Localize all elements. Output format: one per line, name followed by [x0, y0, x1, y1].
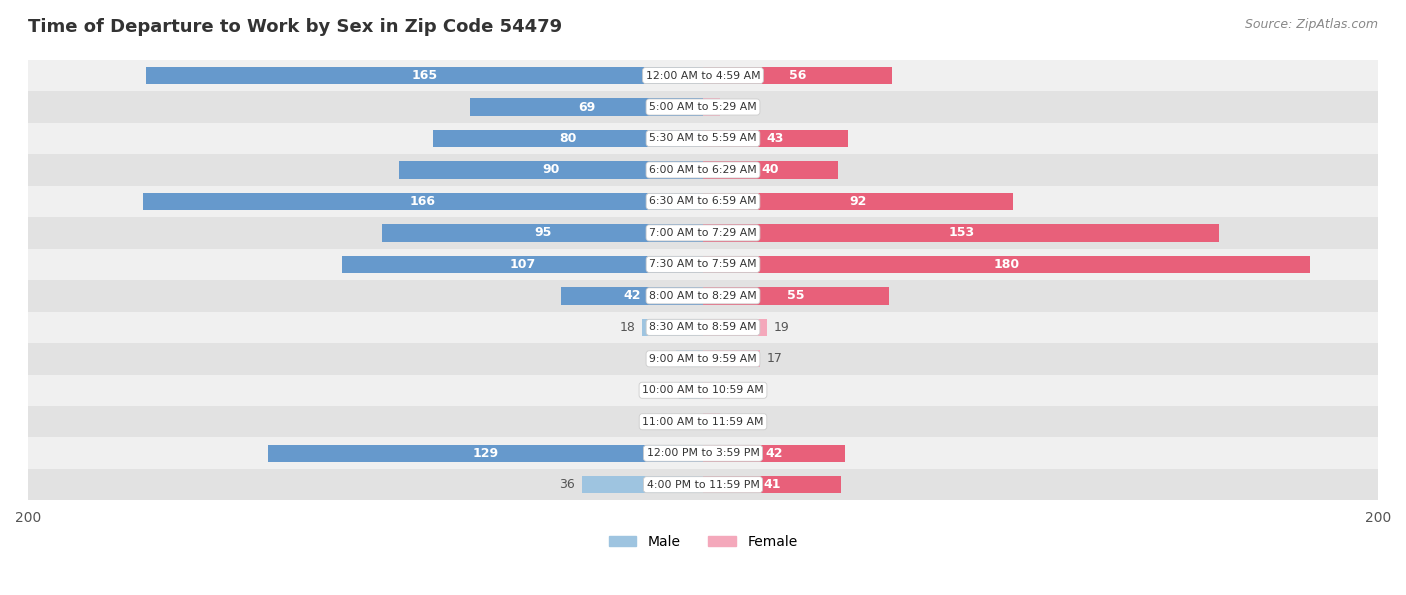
Bar: [703, 319, 768, 336]
Text: 107: 107: [509, 258, 536, 271]
Bar: [703, 350, 761, 368]
Bar: [703, 224, 1219, 242]
Text: Time of Departure to Work by Sex in Zip Code 54479: Time of Departure to Work by Sex in Zip …: [28, 18, 562, 36]
Bar: [28, 154, 1378, 186]
Text: 42: 42: [765, 447, 783, 460]
Text: 9:00 AM to 9:59 AM: 9:00 AM to 9:59 AM: [650, 354, 756, 364]
Legend: Male, Female: Male, Female: [603, 530, 803, 555]
Bar: [703, 476, 841, 493]
Bar: [433, 130, 703, 147]
Text: 5: 5: [727, 101, 734, 114]
Bar: [470, 98, 703, 115]
Bar: [143, 193, 703, 210]
Bar: [28, 123, 1378, 154]
Bar: [399, 161, 703, 178]
Text: 166: 166: [411, 195, 436, 208]
Bar: [703, 67, 891, 84]
Bar: [703, 161, 838, 178]
Bar: [703, 98, 720, 115]
Bar: [643, 319, 703, 336]
Text: 80: 80: [560, 132, 576, 145]
Text: 0: 0: [689, 415, 696, 428]
Bar: [28, 469, 1378, 500]
Bar: [703, 444, 845, 462]
Bar: [342, 256, 703, 273]
Bar: [28, 186, 1378, 217]
Bar: [28, 312, 1378, 343]
Text: 4:00 PM to 11:59 PM: 4:00 PM to 11:59 PM: [647, 480, 759, 490]
Text: 7:00 AM to 7:29 AM: 7:00 AM to 7:29 AM: [650, 228, 756, 238]
Text: 165: 165: [412, 69, 437, 82]
Bar: [28, 406, 1378, 437]
Bar: [703, 381, 710, 399]
Text: 8:00 AM to 8:29 AM: 8:00 AM to 8:29 AM: [650, 291, 756, 301]
Text: 5: 5: [727, 415, 734, 428]
Bar: [28, 91, 1378, 123]
Bar: [28, 280, 1378, 312]
Bar: [382, 224, 703, 242]
Bar: [561, 287, 703, 305]
Bar: [703, 413, 720, 430]
Bar: [28, 60, 1378, 91]
Text: 43: 43: [766, 132, 785, 145]
Text: 19: 19: [773, 321, 790, 334]
Text: 90: 90: [543, 164, 560, 177]
Text: 10:00 AM to 10:59 AM: 10:00 AM to 10:59 AM: [643, 386, 763, 395]
Text: 11:00 AM to 11:59 AM: 11:00 AM to 11:59 AM: [643, 416, 763, 427]
Bar: [703, 256, 1310, 273]
Text: 95: 95: [534, 227, 551, 239]
Text: 18: 18: [620, 321, 636, 334]
Text: 180: 180: [994, 258, 1019, 271]
Text: 40: 40: [762, 164, 779, 177]
Bar: [146, 67, 703, 84]
Bar: [28, 249, 1378, 280]
Text: Source: ZipAtlas.com: Source: ZipAtlas.com: [1244, 18, 1378, 31]
Text: 8:30 AM to 8:59 AM: 8:30 AM to 8:59 AM: [650, 322, 756, 333]
Bar: [267, 444, 703, 462]
Text: 153: 153: [948, 227, 974, 239]
Bar: [28, 374, 1378, 406]
Bar: [703, 130, 848, 147]
Text: 92: 92: [849, 195, 868, 208]
Text: 12:00 AM to 4:59 AM: 12:00 AM to 4:59 AM: [645, 71, 761, 80]
Bar: [582, 476, 703, 493]
Text: 12:00 PM to 3:59 PM: 12:00 PM to 3:59 PM: [647, 448, 759, 458]
Text: 7:30 AM to 7:59 AM: 7:30 AM to 7:59 AM: [650, 259, 756, 270]
Text: 129: 129: [472, 447, 498, 460]
Bar: [703, 287, 889, 305]
Text: 5:00 AM to 5:29 AM: 5:00 AM to 5:29 AM: [650, 102, 756, 112]
Bar: [28, 217, 1378, 249]
Bar: [28, 343, 1378, 374]
Text: 7: 7: [665, 384, 672, 397]
Text: 36: 36: [560, 478, 575, 491]
Bar: [703, 193, 1014, 210]
Text: 6:00 AM to 6:29 AM: 6:00 AM to 6:29 AM: [650, 165, 756, 175]
Bar: [676, 350, 703, 368]
Text: 5:30 AM to 5:59 AM: 5:30 AM to 5:59 AM: [650, 133, 756, 143]
Text: 17: 17: [768, 352, 783, 365]
Bar: [28, 437, 1378, 469]
Text: 69: 69: [578, 101, 595, 114]
Text: 2: 2: [717, 384, 724, 397]
Text: 56: 56: [789, 69, 806, 82]
Bar: [679, 381, 703, 399]
Text: 41: 41: [763, 478, 780, 491]
Text: 55: 55: [787, 289, 804, 302]
Text: 8: 8: [661, 352, 669, 365]
Text: 42: 42: [623, 289, 641, 302]
Text: 6:30 AM to 6:59 AM: 6:30 AM to 6:59 AM: [650, 196, 756, 206]
